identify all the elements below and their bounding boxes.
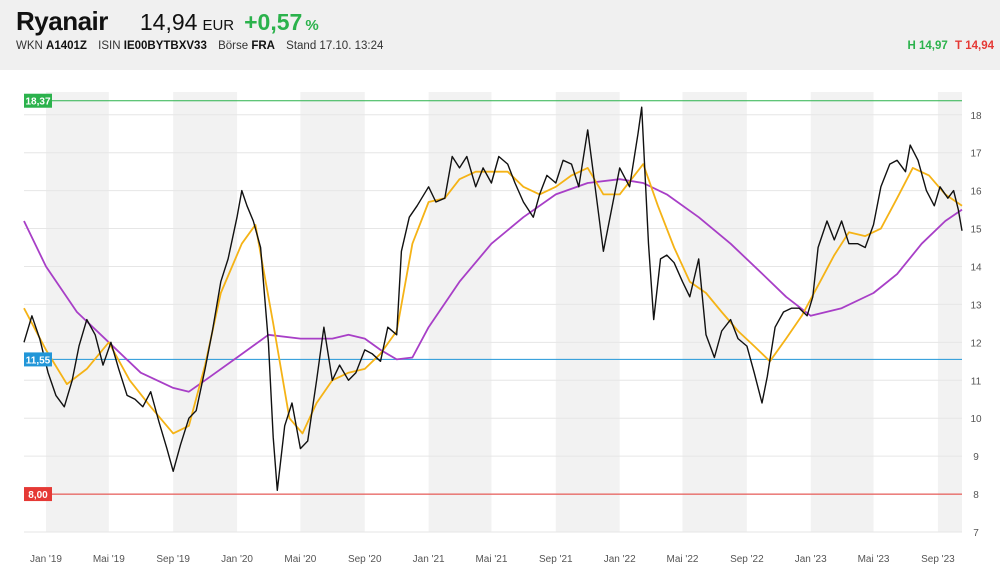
level-badge-label: 11,55 (26, 355, 51, 366)
month-band (682, 92, 747, 532)
x-tick-label: Sep '23 (921, 554, 955, 565)
x-tick-label: Jan '19 (30, 554, 62, 565)
stand-label: Stand (286, 40, 317, 52)
level-badge (24, 487, 52, 502)
y-tick-label: 12 (970, 338, 982, 349)
day-low: T 14,94 (955, 40, 994, 52)
level-badge-label: 8,00 (28, 490, 48, 501)
month-band (937, 92, 962, 532)
title-row: Ryanair 14,94 EUR +0,57 % (16, 6, 319, 37)
y-tick-label: 10 (970, 414, 982, 425)
y-tick-label: 11 (971, 376, 982, 387)
x-tick-label: Sep '19 (156, 554, 190, 565)
month-band (555, 92, 620, 532)
exchange-value: FRA (251, 40, 275, 52)
month-band (173, 92, 238, 532)
security-meta: WKN A1401Z ISIN IE00BYTBXV33 Börse FRA S… (16, 40, 383, 52)
y-tick-label: 16 (970, 187, 982, 198)
y-tick-label: 13 (970, 300, 982, 311)
long-average-line (23, 178, 963, 393)
stand-value: 17.10. 13:24 (319, 40, 384, 52)
x-tick-label: Jan '20 (221, 554, 253, 565)
high-low: H 14,97 T 14,94 (908, 40, 994, 52)
y-tick-label: 8 (973, 490, 979, 501)
level-lines (24, 100, 962, 495)
series-lines (23, 106, 963, 491)
x-tick-label: Jan '22 (604, 554, 636, 565)
x-axis: Jan '19 Mai '19 Sep '19 Jan '20 Mai '20 Sep '… (30, 554, 955, 565)
x-tick-label: Sep '20 (348, 554, 382, 565)
x-tick-label: Jan '23 (795, 554, 827, 565)
y-axis: 7 8 9 10 11 12 13 14 15 16 17 18 (970, 111, 982, 539)
y-tick-label: 18 (970, 111, 982, 122)
month-band (810, 92, 874, 532)
x-tick-label: Mai '23 (858, 554, 890, 565)
price-change: +0,57 (244, 9, 303, 35)
x-tick-label: Mai '21 (475, 554, 507, 565)
level-labels: 18,37 11,55 8,00 (24, 93, 52, 502)
x-tick-label: Mai '20 (284, 554, 316, 565)
y-tick-label: 15 (970, 225, 982, 236)
isin-value: IE00BYTBXV33 (123, 40, 207, 52)
y-tick-label: 17 (970, 149, 982, 160)
level-badge-label: 18,37 (25, 97, 50, 108)
level-badge (24, 352, 52, 367)
x-tick-label: Jan '21 (413, 554, 445, 565)
wkn-label: WKN (16, 40, 43, 52)
y-tick-label: 7 (973, 528, 979, 539)
y-tick-label: 9 (973, 452, 979, 463)
month-band (300, 92, 365, 532)
month-shading (45, 92, 962, 532)
grid-lines (24, 114, 962, 533)
isin-label: ISIN (98, 40, 121, 52)
x-tick-label: Sep '21 (539, 554, 573, 565)
price-chart[interactable]: 7 8 9 10 11 12 13 14 15 16 17 18 Jan '19 Mai '19 Sep … (0, 70, 1000, 570)
level-badge (24, 93, 52, 108)
y-tick-label: 14 (970, 262, 982, 273)
stock-name: Ryanair (16, 6, 108, 36)
x-tick-label: Mai '22 (667, 554, 699, 565)
exchange-label: Börse (218, 40, 249, 52)
price-line (23, 106, 963, 491)
x-tick-label: Sep '22 (730, 554, 764, 565)
wkn-value: A1401Z (46, 40, 87, 52)
day-high: H 14,97 (907, 40, 948, 52)
quote-header: Ryanair 14,94 EUR +0,57 % WKN A1401Z ISI… (0, 0, 1000, 70)
price-currency: EUR (202, 17, 235, 34)
x-tick-label: Mai '19 (93, 554, 125, 565)
stock-price: 14,94 (139, 9, 198, 35)
price-change-unit: % (305, 17, 319, 34)
